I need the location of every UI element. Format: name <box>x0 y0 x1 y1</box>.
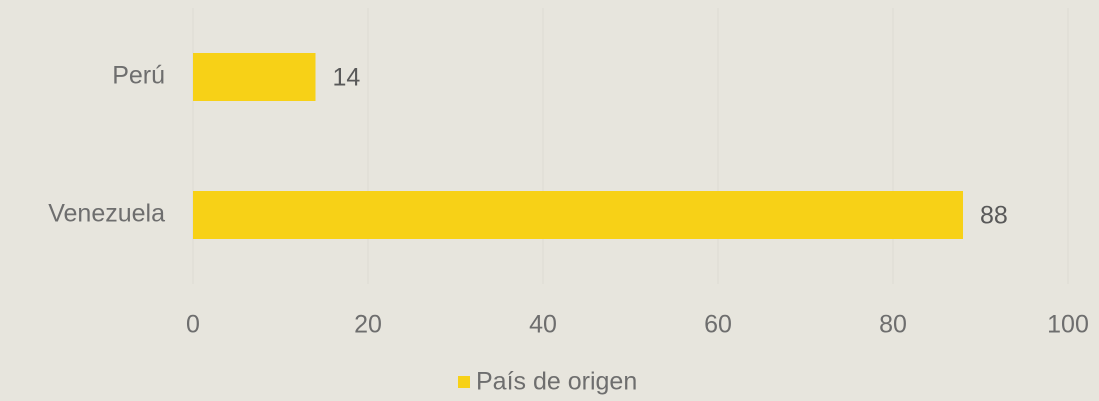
bar <box>193 53 316 101</box>
x-tick-label: 60 <box>704 311 732 339</box>
data-label: 14 <box>333 64 361 92</box>
legend-label: País de origen <box>476 368 637 396</box>
y-tick-label: Perú <box>112 62 165 90</box>
x-tick-label: 0 <box>186 311 200 339</box>
legend-swatch <box>458 376 470 388</box>
x-tick-label: 100 <box>1047 311 1089 339</box>
x-tick-label: 40 <box>529 311 557 339</box>
bar <box>193 191 963 239</box>
y-tick-label: Venezuela <box>48 200 165 228</box>
x-tick-label: 80 <box>879 311 907 339</box>
x-tick-label: 20 <box>354 311 382 339</box>
data-label: 88 <box>980 202 1008 230</box>
